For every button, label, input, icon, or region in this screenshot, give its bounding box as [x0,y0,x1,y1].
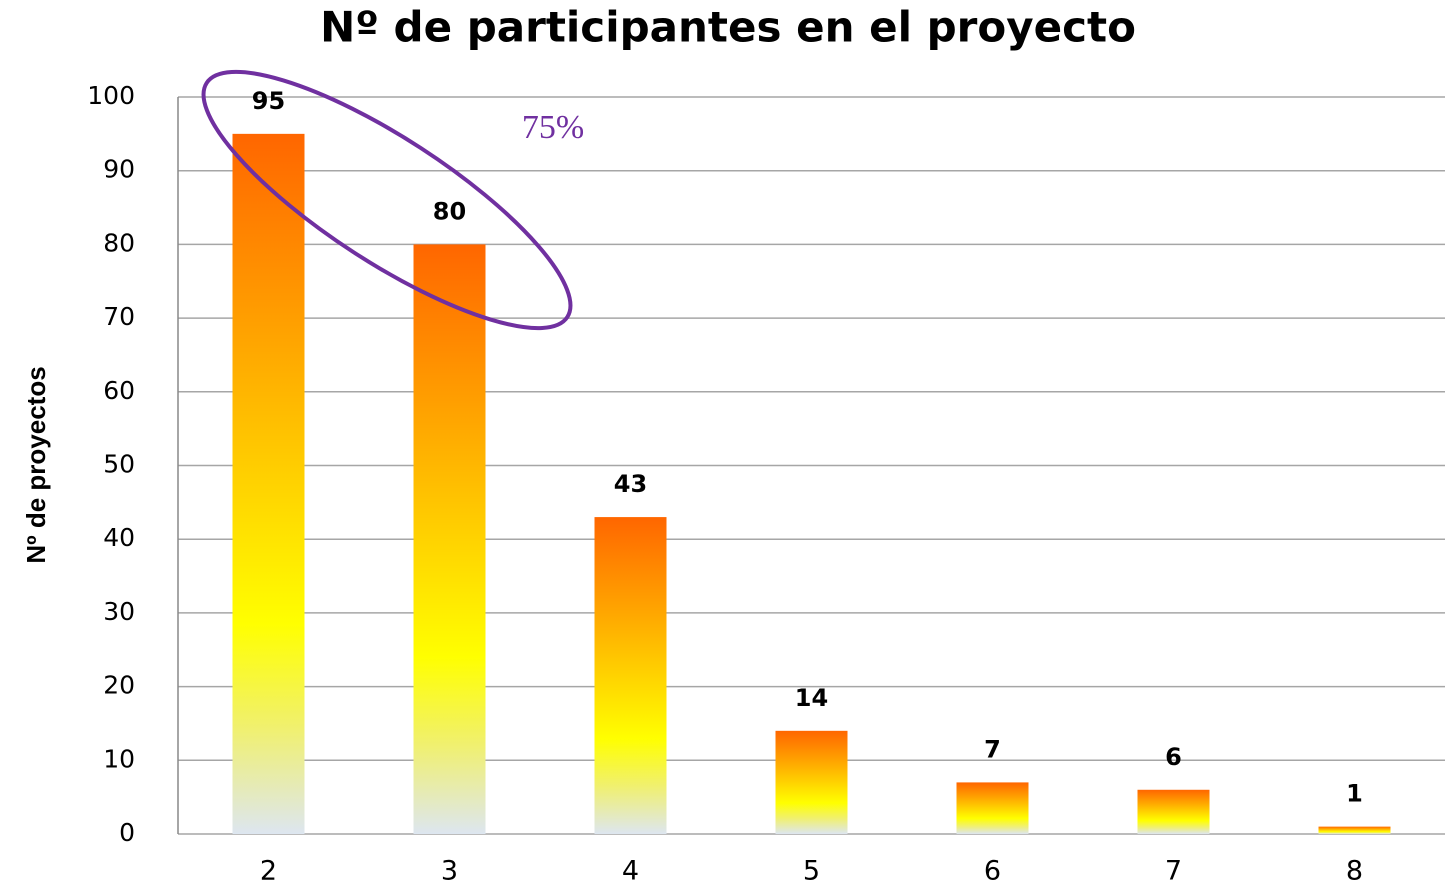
x-tick-label: 7 [1165,856,1182,887]
y-tick-label: 90 [103,155,135,184]
y-tick-label: 20 [103,671,135,700]
y-tick-label: 70 [103,302,135,331]
y-tick-label: 80 [103,228,135,257]
bar [413,244,486,834]
bar [1137,789,1210,834]
y-tick-label: 0 [119,818,135,847]
highlight-ellipse [201,69,573,331]
y-tick-label: 40 [103,523,135,552]
y-tick-label: 10 [103,744,135,773]
bar [1318,826,1391,834]
y-tick-label: 50 [103,450,135,479]
x-tick-label: 2 [260,856,277,887]
y-tick-label: 60 [103,376,135,405]
x-tick-label: 8 [1346,856,1363,887]
data-label: 6 [1165,743,1182,771]
y-tick-label: 30 [103,597,135,626]
data-label: 7 [984,735,1001,763]
y-tick-label: 100 [87,81,135,110]
bar [232,133,305,835]
bar [775,730,848,834]
chart-title: Nº de participantes en el proyecto [320,3,1136,52]
x-tick-label: 6 [984,856,1001,887]
x-tick-label: 3 [441,856,458,887]
data-label: 1 [1346,780,1363,808]
x-tick-label: 4 [622,856,639,887]
data-label: 43 [614,470,647,498]
data-label: 14 [795,684,828,712]
x-tick-label: 5 [803,856,820,887]
bar [956,782,1029,834]
annotation: 75% [522,109,584,146]
y-axis-label: Nº de proyectos [21,366,51,563]
data-label: 95 [252,87,285,115]
data-label: 80 [433,197,466,225]
bar [594,517,667,834]
